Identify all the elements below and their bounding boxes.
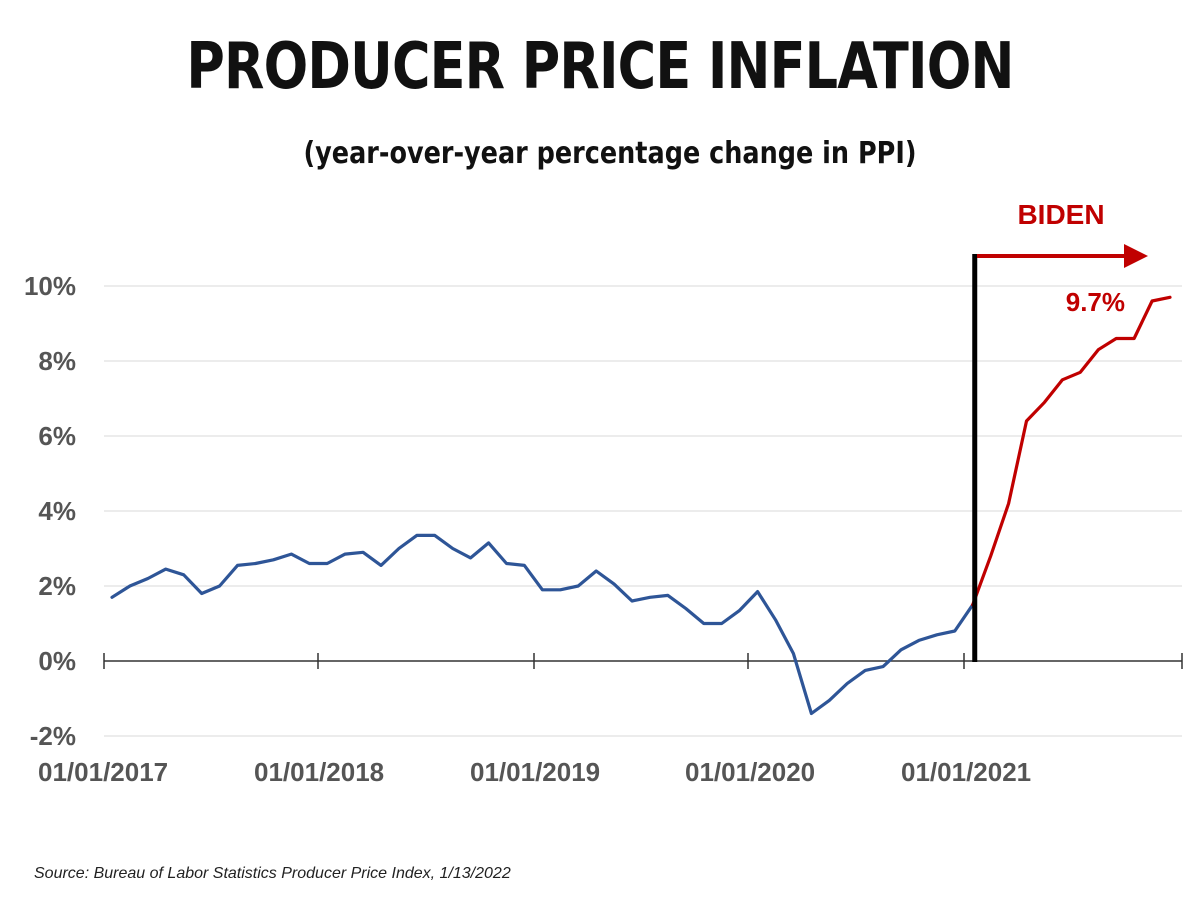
y-tick-label: 0% [38,646,76,676]
x-tick-label: 01/01/2017 [38,757,168,787]
y-tick-label: 10% [24,271,76,301]
biden-series-line [971,295,1172,607]
chart-subtitle: (year-over-year percentage change in PPI… [303,136,917,171]
x-tick-label: 01/01/2018 [254,757,384,787]
pre-biden-series-line [110,533,975,716]
y-tick-label: -2% [30,721,76,751]
biden-label: BIDEN [1017,199,1104,230]
x-tick-label: 01/01/2019 [470,757,600,787]
y-tick-label: 4% [38,496,76,526]
x-tick-label: 01/01/2021 [901,757,1031,787]
last-value-annotation: 9.7% [1066,287,1125,317]
y-tick-label: 8% [38,346,76,376]
x-tick-label: 01/01/2020 [685,757,815,787]
y-tick-label: 6% [38,421,76,451]
y-tick-label: 2% [38,571,76,601]
chart-title: PRODUCER PRICE INFLATION [186,30,1014,104]
source-note: Source: Bureau of Labor Statistics Produ… [34,865,511,882]
